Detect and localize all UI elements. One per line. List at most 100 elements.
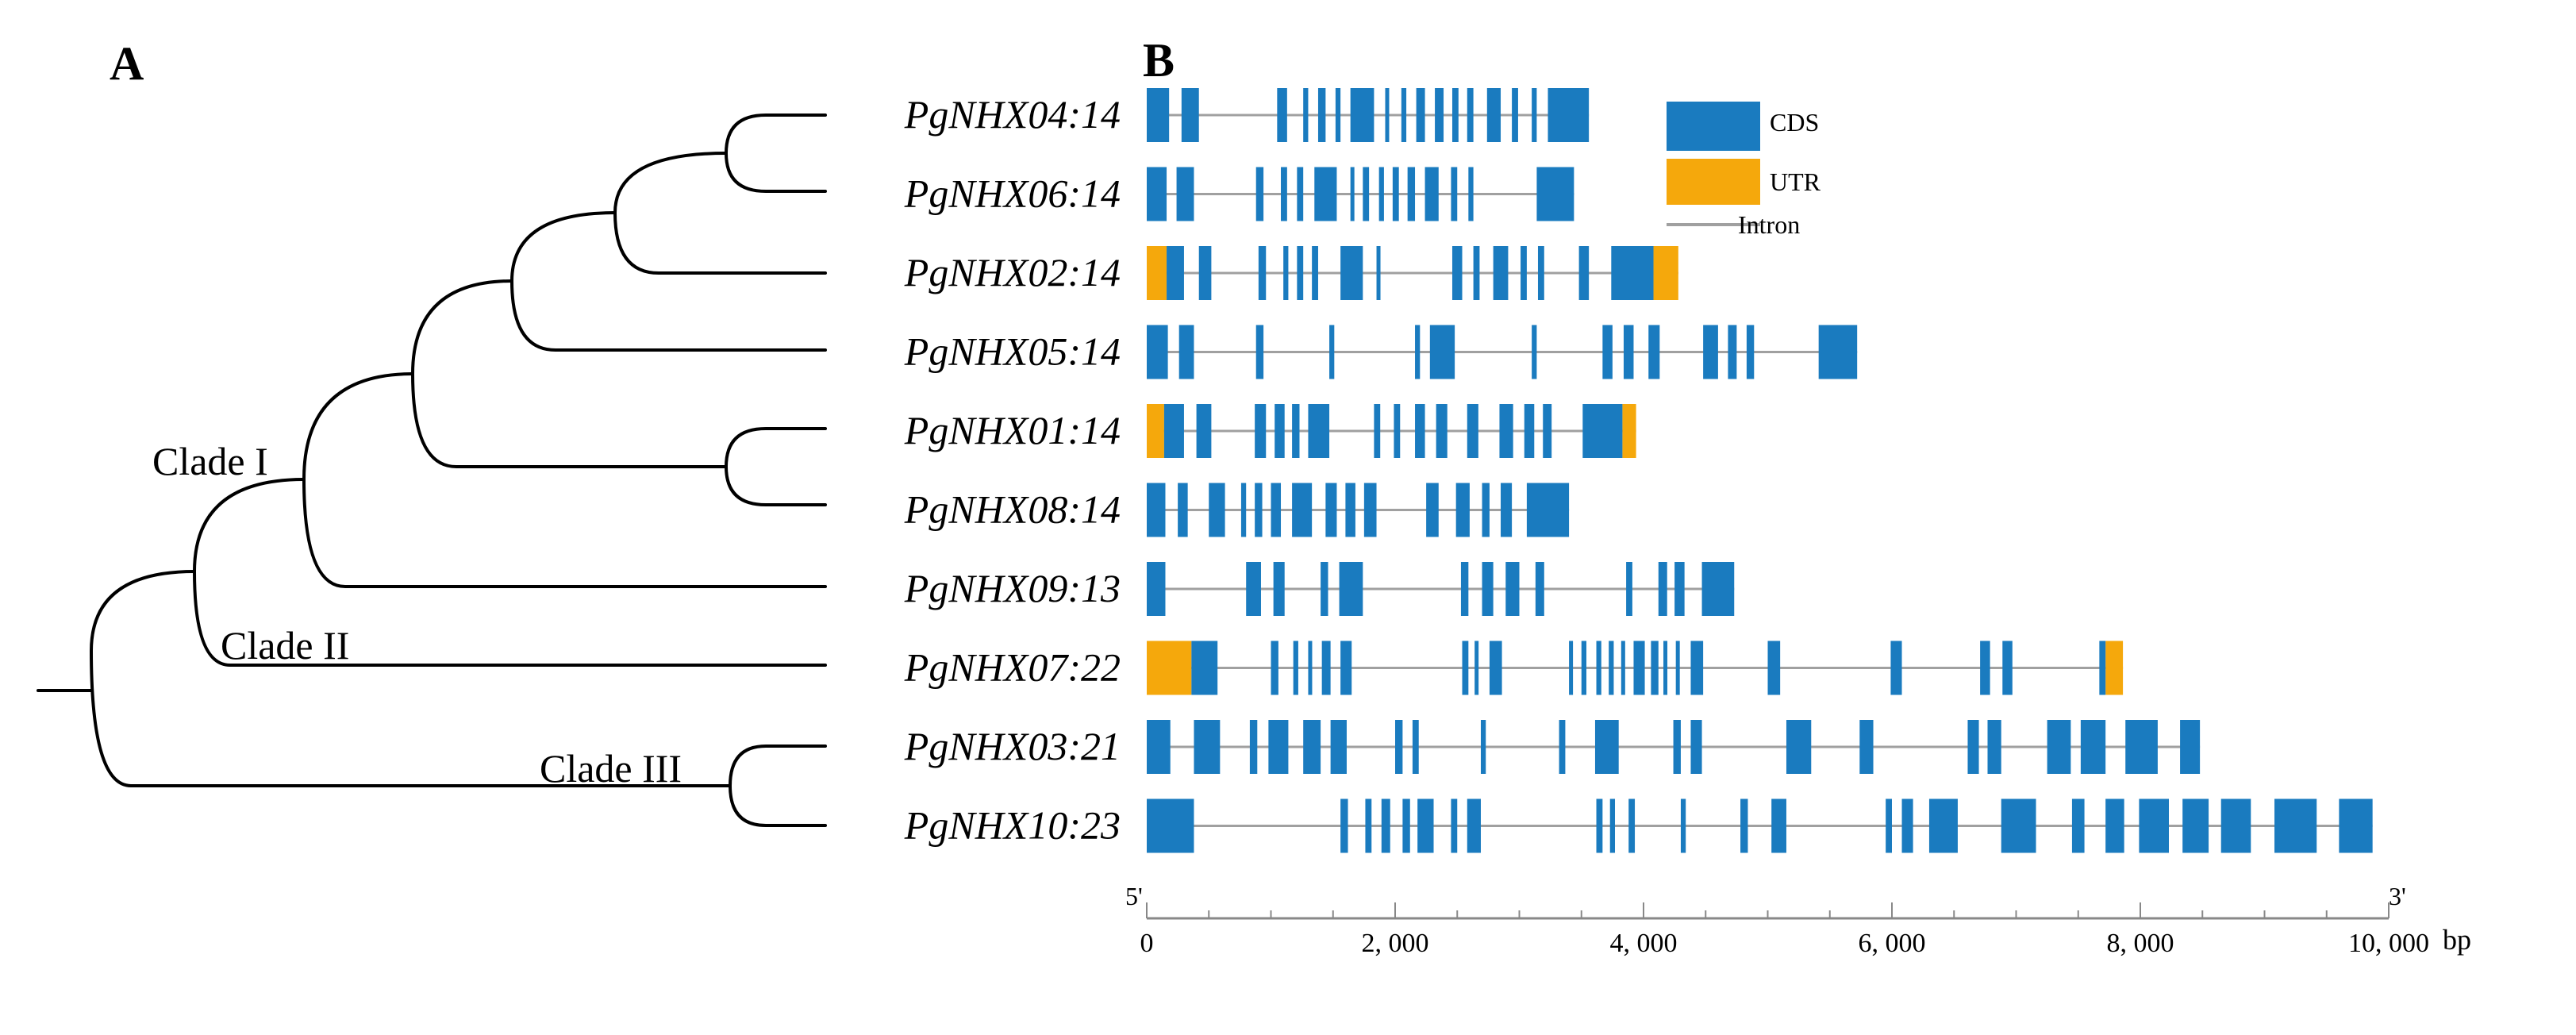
- cds-exon: [2180, 720, 2201, 774]
- cds-exon: [1543, 404, 1552, 458]
- axis-tick-label: 0: [1140, 929, 1154, 958]
- cds-exon: [1467, 404, 1478, 458]
- phylogenetic-tree: [37, 114, 827, 827]
- tree-branch-03-10: [728, 745, 827, 827]
- utr-segment: [1147, 404, 1164, 458]
- utr-segment: [1147, 246, 1167, 300]
- tree-branch-09: [302, 372, 827, 588]
- gene-label: PgNHX02:14: [904, 250, 1121, 294]
- cds-exon: [1297, 246, 1304, 300]
- cds-exon: [1429, 325, 1455, 379]
- cds-exon: [1532, 88, 1537, 142]
- cds-exon: [2220, 798, 2251, 853]
- cds-exon: [1690, 720, 1702, 774]
- cds-exon: [1740, 798, 1748, 853]
- cds-exon: [1273, 562, 1285, 616]
- cds-exon: [1890, 641, 1902, 695]
- cds-exon: [1675, 641, 1680, 695]
- cds-exon: [1350, 167, 1355, 221]
- cds-exon: [1374, 404, 1381, 458]
- cds-exon: [1581, 641, 1587, 695]
- x-axis: 0 2, 000 4, 000 6, 000 8, 000 10, 000: [1140, 902, 2429, 958]
- cds-exon: [1451, 88, 1459, 142]
- cds-exon: [1330, 720, 1347, 774]
- cds-exon: [1258, 246, 1267, 300]
- cds-exon: [1569, 641, 1574, 695]
- cds-exon: [1901, 798, 1913, 853]
- cds-exon: [1623, 325, 1634, 379]
- cds-exon: [1451, 167, 1458, 221]
- cds-exon: [1596, 798, 1603, 853]
- legend: CDS UTR Intron: [1667, 102, 1821, 239]
- cds-exon: [1363, 167, 1370, 221]
- cds-exon: [1303, 720, 1321, 774]
- cds-exon: [1392, 167, 1399, 221]
- cds-exon: [2125, 720, 2158, 774]
- cds-exon: [1350, 88, 1375, 142]
- cds-exon: [1394, 404, 1401, 458]
- cds-exon: [1255, 167, 1264, 221]
- cds-exon: [1402, 798, 1410, 853]
- cds-exon: [1147, 798, 1194, 853]
- cds-exon: [1293, 641, 1298, 695]
- cds-exon: [1532, 325, 1537, 379]
- cds-exon: [1365, 798, 1372, 853]
- tree-branch-root-split: [89, 570, 732, 787]
- cds-exon: [1611, 246, 1654, 300]
- cds-exon: [1771, 798, 1786, 853]
- tree-branch-0406-02: [613, 152, 827, 275]
- cds-exon: [1147, 562, 1166, 616]
- cds-exon: [1275, 404, 1285, 458]
- gene-label: PgNHX04:14: [904, 92, 1121, 137]
- cds-exon: [1596, 641, 1601, 695]
- cds-exon: [1818, 325, 1858, 379]
- cds-exon: [1482, 483, 1490, 537]
- gene-label: PgNHX05:14: [904, 329, 1121, 374]
- cds-exon: [1297, 167, 1304, 221]
- panel-b-letter: B: [1143, 34, 1175, 87]
- axis-end-left: 5': [1125, 882, 1143, 910]
- cds-exon: [1147, 88, 1170, 142]
- cds-exon: [1626, 562, 1632, 616]
- cds-exon: [1859, 720, 1874, 774]
- cds-exon: [1246, 562, 1261, 616]
- cds-exon: [1340, 798, 1348, 853]
- cds-exon: [2182, 798, 2209, 853]
- cds-exon: [2047, 720, 2071, 774]
- axis-tick-label: 8, 000: [2107, 929, 2174, 958]
- cds-exon: [1395, 720, 1403, 774]
- cds-exon: [1473, 246, 1480, 300]
- cds-exon: [1537, 246, 1544, 300]
- cds-exon: [1701, 562, 1735, 616]
- cds-exon: [1176, 167, 1194, 221]
- cds-exon: [2071, 798, 2085, 853]
- clade-label-1: Clade I: [152, 439, 268, 483]
- cds-exon: [1505, 562, 1520, 616]
- cds-exon: [1482, 562, 1494, 616]
- cds-exon: [1582, 404, 1623, 458]
- gene-label: PgNHX10:23: [904, 803, 1121, 848]
- utr-segment: [1147, 641, 1192, 695]
- tree-branch-upper-lower: [410, 279, 728, 468]
- cds-exon: [1407, 167, 1416, 221]
- cds-exon: [1385, 88, 1390, 142]
- axis-unit: bp: [2443, 924, 2471, 956]
- cds-exon: [1147, 167, 1167, 221]
- cds-exon: [1329, 325, 1335, 379]
- tree-branch-cladeA-05: [509, 211, 827, 352]
- cds-exon: [1268, 720, 1289, 774]
- cds-exon: [2099, 641, 2106, 695]
- cds-exon: [1512, 88, 1518, 142]
- cds-exon: [2080, 720, 2106, 774]
- cds-exon: [1314, 167, 1337, 221]
- cds-exon: [1415, 325, 1421, 379]
- legend-utr-swatch: [1667, 159, 1760, 205]
- gene-label: PgNHX07:22: [904, 645, 1121, 690]
- cds-exon: [1536, 167, 1574, 221]
- cds-exon: [1345, 483, 1355, 537]
- cds-exon: [1987, 720, 2001, 774]
- cds-exon: [1292, 483, 1313, 537]
- cds-exon: [1401, 88, 1407, 142]
- legend-intron-label: Intron: [1738, 210, 1800, 239]
